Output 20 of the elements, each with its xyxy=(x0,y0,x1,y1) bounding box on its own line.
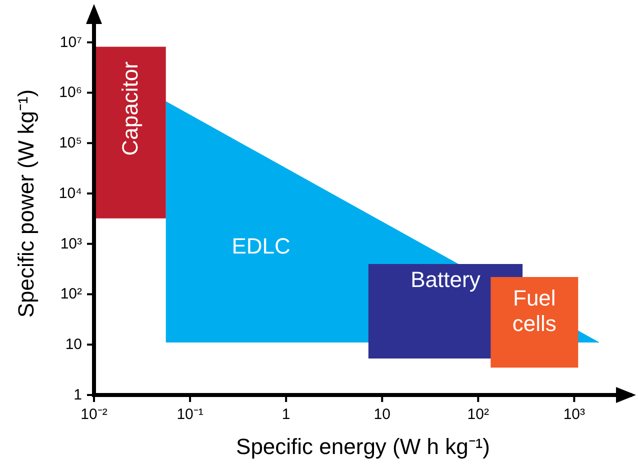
x-tick-label: 10⁻² xyxy=(80,406,108,423)
y-tick-label: 10⁴ xyxy=(58,184,82,202)
x-axis-title: Specific energy (W h kg⁻¹) xyxy=(236,434,490,459)
x-tick-label: 10 xyxy=(374,406,390,423)
y-axis-title: Specific power (W kg⁻¹) xyxy=(14,89,38,318)
x-tick-label: 1 xyxy=(282,406,290,423)
y-tick-label: 10⁶ xyxy=(59,84,82,102)
text: Capacitor xyxy=(117,62,142,156)
y-tick-label: 1 xyxy=(74,386,82,404)
text: EDLC xyxy=(232,234,291,259)
x-tick-label: 10³ xyxy=(563,406,586,423)
y-tick-label: 10⁵ xyxy=(59,134,82,152)
y-tick-label: 10 xyxy=(65,336,82,354)
y-tick-label: 10³ xyxy=(60,235,82,252)
y-tick-label: 10⁷ xyxy=(60,34,82,51)
series-label: Battery xyxy=(410,266,480,292)
x-tick-label: 10² xyxy=(467,406,489,423)
y-tick-label: 10² xyxy=(60,286,82,303)
x-tick-label: 10⁻¹ xyxy=(176,406,204,423)
series-label: Fuel cells xyxy=(512,286,556,336)
